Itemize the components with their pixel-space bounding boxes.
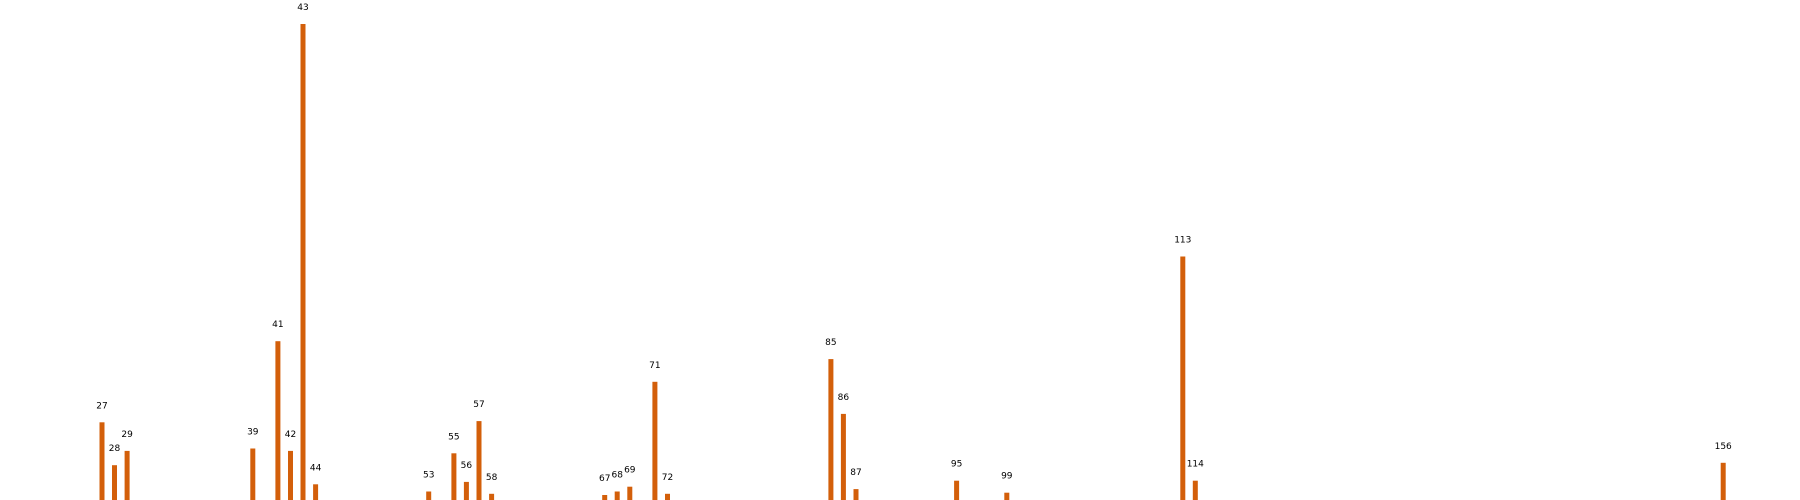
bar-58 <box>489 493 495 500</box>
bar-99 <box>1004 492 1010 500</box>
bar-label-58: 58 <box>486 473 498 483</box>
bar-41 <box>275 341 281 500</box>
bar-label-29: 29 <box>121 430 133 440</box>
bar-label-57: 57 <box>473 400 484 410</box>
bar-label-28: 28 <box>109 444 121 454</box>
bar-156 <box>1720 462 1726 500</box>
bar-label-55: 55 <box>448 432 459 442</box>
bar-68 <box>614 491 620 500</box>
bars-group <box>99 24 1726 500</box>
bar-39 <box>250 448 256 500</box>
bar-85 <box>828 359 834 500</box>
bar-67 <box>602 495 608 500</box>
bar-87 <box>853 489 859 500</box>
bar-label-86: 86 <box>838 393 850 403</box>
bar-label-39: 39 <box>247 428 259 438</box>
bar-43 <box>300 24 306 500</box>
bar-label-113: 113 <box>1174 236 1191 246</box>
bar-label-27: 27 <box>96 401 107 411</box>
bar-label-156: 156 <box>1715 442 1732 452</box>
bar-29 <box>124 450 130 500</box>
bar-label-95: 95 <box>951 460 962 470</box>
bar-label-56: 56 <box>461 461 473 471</box>
bar-57 <box>476 421 482 500</box>
bar-56 <box>463 481 469 500</box>
bar-label-53: 53 <box>423 471 434 481</box>
bar-label-99: 99 <box>1001 472 1013 482</box>
bar-label-67: 67 <box>599 474 610 484</box>
bar-86 <box>840 413 846 500</box>
bar-69 <box>627 486 633 500</box>
bar-label-71: 71 <box>649 361 660 371</box>
bar-27 <box>99 422 105 500</box>
bar-label-114: 114 <box>1187 460 1204 470</box>
bar-72 <box>665 493 670 500</box>
bar-label-85: 85 <box>825 338 836 348</box>
bar-53 <box>426 491 432 500</box>
bar-42 <box>288 450 293 500</box>
bar-label-43: 43 <box>297 3 308 13</box>
bar-label-72: 72 <box>662 473 673 483</box>
bar-71 <box>652 381 658 500</box>
bar-label-42: 42 <box>285 430 296 440</box>
bar-label-41: 41 <box>272 320 283 330</box>
bar-44 <box>313 484 319 500</box>
bar-95 <box>954 480 960 500</box>
bar-label-87: 87 <box>850 468 861 478</box>
bar-113 <box>1180 256 1186 500</box>
bar-55 <box>451 453 457 500</box>
bar-label-68: 68 <box>611 471 623 481</box>
bar-label-44: 44 <box>310 463 322 473</box>
bar-114 <box>1192 480 1198 500</box>
bar-label-69: 69 <box>624 466 636 476</box>
bar-28 <box>112 465 117 500</box>
